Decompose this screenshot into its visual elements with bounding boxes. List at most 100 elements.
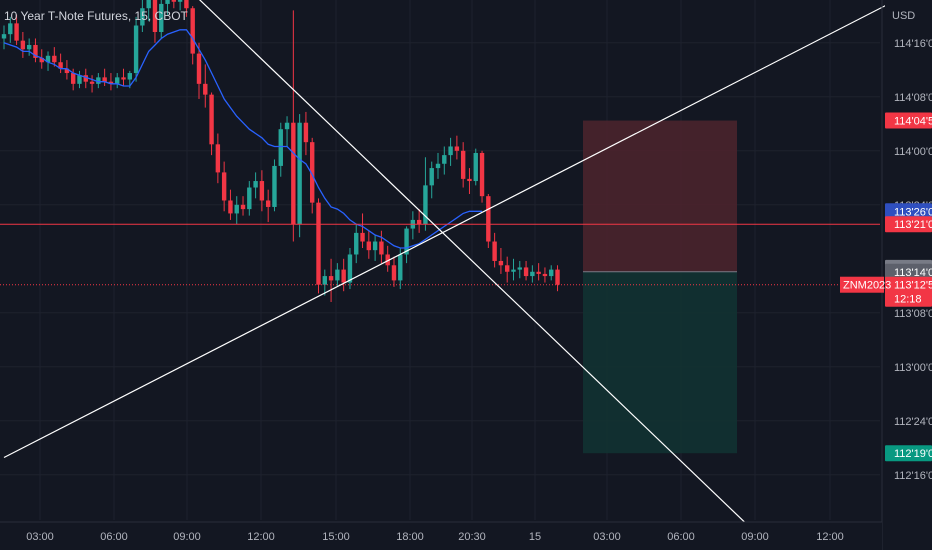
candle[interactable] bbox=[416, 209, 422, 233]
position-zones[interactable] bbox=[583, 120, 737, 454]
candle[interactable] bbox=[52, 47, 57, 67]
candle[interactable] bbox=[530, 265, 535, 283]
candle-body bbox=[58, 62, 63, 69]
candle[interactable] bbox=[328, 258, 334, 302]
candle[interactable] bbox=[259, 170, 265, 212]
candle[interactable] bbox=[159, 0, 164, 39]
candle[interactable] bbox=[473, 148, 478, 186]
candle[interactable] bbox=[14, 14, 19, 45]
candle[interactable] bbox=[385, 245, 390, 272]
candle[interactable] bbox=[354, 224, 359, 264]
candle[interactable] bbox=[133, 16, 139, 82]
candle[interactable] bbox=[152, 0, 158, 43]
candle[interactable] bbox=[108, 73, 114, 91]
candle[interactable] bbox=[379, 230, 384, 264]
candle[interactable] bbox=[234, 196, 239, 225]
candle-body bbox=[89, 81, 95, 84]
candle[interactable] bbox=[190, 6, 195, 65]
candle[interactable] bbox=[39, 49, 44, 69]
candle-series[interactable] bbox=[1, 0, 560, 302]
candle[interactable] bbox=[253, 172, 258, 199]
candle[interactable] bbox=[316, 198, 321, 294]
candle[interactable] bbox=[89, 75, 95, 93]
candle[interactable] bbox=[360, 213, 365, 248]
candle[interactable] bbox=[291, 10, 296, 242]
candle[interactable] bbox=[297, 114, 302, 238]
candle[interactable] bbox=[498, 248, 504, 274]
candle[interactable] bbox=[347, 248, 353, 290]
candle[interactable] bbox=[165, 0, 170, 15]
candle[interactable] bbox=[58, 53, 63, 74]
candle[interactable] bbox=[140, 0, 145, 32]
candle[interactable] bbox=[203, 64, 208, 108]
trend-line-1[interactable] bbox=[3, 0, 910, 459]
candle[interactable] bbox=[435, 152, 441, 179]
candle[interactable] bbox=[171, 0, 177, 9]
candle[interactable] bbox=[549, 265, 554, 281]
candle[interactable] bbox=[247, 181, 252, 216]
candle[interactable] bbox=[177, 0, 183, 11]
drawings[interactable] bbox=[0, 0, 910, 543]
candle[interactable] bbox=[196, 42, 202, 99]
candle[interactable] bbox=[240, 196, 246, 216]
candle[interactable] bbox=[372, 235, 378, 261]
candle[interactable] bbox=[322, 269, 327, 296]
candle-body bbox=[265, 200, 271, 207]
candle[interactable] bbox=[442, 146, 447, 175]
candle[interactable] bbox=[284, 116, 290, 147]
candle[interactable] bbox=[45, 51, 51, 71]
candle[interactable] bbox=[467, 168, 472, 194]
candle[interactable] bbox=[1, 25, 7, 50]
candle[interactable] bbox=[102, 68, 107, 86]
candle[interactable] bbox=[228, 189, 233, 220]
candle-body bbox=[177, 0, 183, 2]
candle[interactable] bbox=[115, 73, 120, 89]
candle[interactable] bbox=[64, 60, 70, 80]
candle[interactable] bbox=[523, 260, 529, 281]
candle[interactable] bbox=[265, 189, 271, 223]
candle[interactable] bbox=[505, 256, 510, 283]
candle[interactable] bbox=[423, 157, 428, 231]
risk-zone[interactable] bbox=[583, 120, 737, 272]
candle[interactable] bbox=[517, 260, 522, 279]
candle[interactable] bbox=[8, 16, 13, 43]
trend-line-2[interactable] bbox=[193, 0, 766, 543]
time-axis[interactable]: 03:00 06:00 09:00 12:00 15:00 18:00 20:30 15 03:… bbox=[0, 521, 882, 550]
candle[interactable] bbox=[278, 122, 283, 177]
candle[interactable] bbox=[511, 258, 516, 281]
candle[interactable] bbox=[429, 161, 434, 199]
candle[interactable] bbox=[209, 92, 214, 156]
candle[interactable] bbox=[221, 161, 227, 212]
candle[interactable] bbox=[536, 263, 541, 281]
candle[interactable] bbox=[33, 38, 38, 63]
candle-body bbox=[152, 0, 158, 33]
candle[interactable] bbox=[341, 258, 346, 292]
candle[interactable] bbox=[404, 226, 409, 264]
candle[interactable] bbox=[146, 0, 151, 22]
candle[interactable] bbox=[460, 142, 466, 188]
reward-zone[interactable] bbox=[583, 271, 737, 454]
candle[interactable] bbox=[454, 135, 460, 160]
candle[interactable] bbox=[303, 111, 309, 156]
candle[interactable] bbox=[121, 68, 126, 86]
candle[interactable] bbox=[542, 267, 548, 283]
symbol-title[interactable]: 10 Year T-Note Futures, 15, CBOT bbox=[4, 9, 189, 23]
candle[interactable] bbox=[366, 230, 372, 259]
candle-body bbox=[479, 152, 485, 197]
candle[interactable] bbox=[20, 32, 26, 58]
candle[interactable] bbox=[479, 150, 485, 203]
candle[interactable] bbox=[96, 73, 101, 89]
candle[interactable] bbox=[448, 137, 453, 166]
candle[interactable] bbox=[555, 265, 560, 292]
candle[interactable] bbox=[335, 263, 340, 287]
candle[interactable] bbox=[77, 70, 82, 89]
candle[interactable] bbox=[215, 133, 221, 184]
candle[interactable] bbox=[184, 0, 189, 17]
candle[interactable] bbox=[486, 194, 491, 248]
candle[interactable] bbox=[492, 232, 497, 268]
candle[interactable] bbox=[83, 68, 88, 89]
candle[interactable] bbox=[272, 159, 277, 212]
candle[interactable] bbox=[26, 38, 32, 56]
candle[interactable] bbox=[391, 256, 397, 287]
